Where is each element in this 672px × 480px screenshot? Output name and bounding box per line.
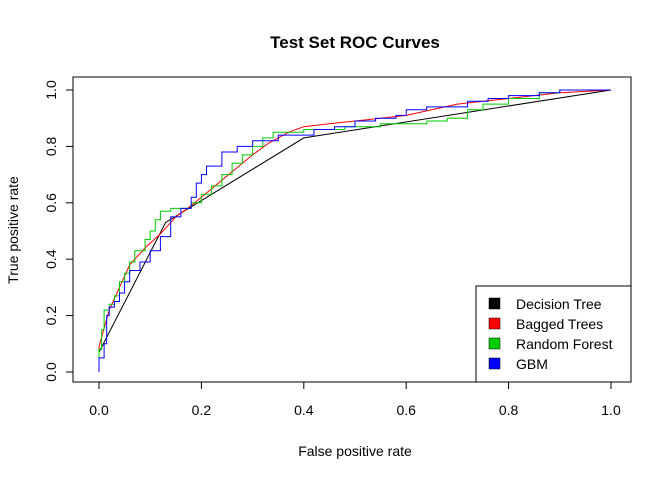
legend-label-bagged-trees: Bagged Trees: [516, 316, 603, 332]
legend-label-random-forest: Random Forest: [516, 336, 613, 352]
series-line-gbm: [98, 89, 611, 372]
y-axis-label: True positive rate: [5, 176, 21, 284]
y-tick-label: 0.0: [43, 362, 59, 382]
legend-swatch-bagged-trees: [488, 317, 501, 330]
legend: Decision Tree Bagged Trees Random Forest GB…: [475, 285, 632, 383]
chart-title: Test Set ROC Curves: [270, 33, 440, 52]
legend-label-gbm: GBM: [516, 356, 548, 372]
y-tick-label: 0.8: [43, 136, 59, 156]
x-tick-label: 0.2: [192, 402, 212, 418]
x-tick-label: 0.0: [89, 402, 109, 418]
x-tick-label: 1.0: [601, 402, 621, 418]
x-axis-label: False positive rate: [298, 443, 412, 459]
x-tick-label: 0.4: [294, 402, 314, 418]
y-tick-label: 0.6: [43, 193, 59, 213]
legend-label-decision-tree: Decision Tree: [516, 296, 602, 312]
series-line-random-forest: [98, 89, 611, 372]
legend-box: [475, 285, 632, 383]
y-tick-label: 0.2: [43, 306, 59, 326]
x-tick-label: 0.6: [396, 402, 416, 418]
y-axis: 0.0 0.2 0.4 0.6 0.8 1.0: [43, 80, 74, 382]
legend-swatch-random-forest: [488, 337, 501, 350]
y-tick-label: 0.4: [43, 249, 59, 269]
x-tick-label: 0.8: [499, 402, 519, 418]
x-axis: 0.0 0.2 0.4 0.6 0.8 1.0: [89, 381, 621, 418]
y-tick-label: 1.0: [43, 80, 59, 100]
legend-swatch-decision-tree: [488, 297, 501, 310]
legend-swatch-gbm: [488, 357, 501, 370]
series-layer: [98, 89, 612, 372]
